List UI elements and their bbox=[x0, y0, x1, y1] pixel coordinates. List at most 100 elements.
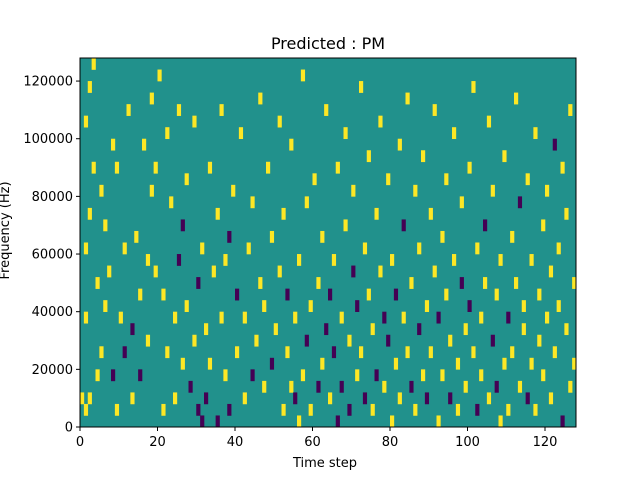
heatmap-cell bbox=[324, 104, 329, 116]
heatmap-cell bbox=[393, 288, 399, 301]
heatmap-cell bbox=[262, 300, 267, 312]
heatmap-cell bbox=[196, 277, 201, 289]
heatmap-cell bbox=[362, 392, 368, 405]
heatmap-cell bbox=[517, 380, 523, 393]
heatmap-cell bbox=[331, 346, 337, 359]
heatmap-cell bbox=[498, 254, 503, 266]
heatmap-cell bbox=[114, 161, 120, 174]
chart-title: Predicted : PM bbox=[271, 34, 385, 53]
heatmap-cell bbox=[417, 242, 422, 255]
y-tick-label: 20000 bbox=[32, 363, 73, 378]
heatmap-cell bbox=[277, 265, 282, 278]
heatmap-cell bbox=[494, 380, 499, 393]
x-tick-label: 0 bbox=[76, 435, 84, 450]
heatmap-cell bbox=[107, 265, 112, 278]
heatmap-cell bbox=[409, 380, 414, 393]
heatmap-cell bbox=[494, 288, 499, 301]
heatmap-cell bbox=[436, 311, 441, 324]
heatmap-cell bbox=[370, 403, 375, 416]
heatmap-cell bbox=[223, 254, 228, 266]
x-tick-label: 20 bbox=[149, 435, 166, 450]
heatmap-cell bbox=[370, 323, 375, 336]
heatmap-cell bbox=[568, 104, 573, 116]
heatmap-cell bbox=[432, 104, 437, 116]
heatmap-cell bbox=[556, 300, 561, 312]
heatmap-cell bbox=[405, 92, 410, 105]
heatmap-cell bbox=[568, 380, 573, 393]
heatmap-cell bbox=[227, 230, 232, 243]
heatmap-cell bbox=[351, 184, 356, 197]
heatmap-cell bbox=[339, 380, 344, 393]
heatmap-cell bbox=[262, 380, 267, 393]
heatmap-cell bbox=[250, 369, 255, 382]
heatmap-cell bbox=[149, 184, 154, 197]
heatmap-cell bbox=[204, 392, 209, 405]
heatmap-cell bbox=[347, 403, 352, 416]
heatmap-cell bbox=[118, 311, 123, 324]
heatmap-cell bbox=[533, 403, 538, 416]
heatmap-cell bbox=[560, 415, 565, 428]
heatmap-cell bbox=[486, 115, 492, 128]
heatmap-cell bbox=[173, 392, 178, 405]
heatmap-cell bbox=[440, 230, 445, 243]
heatmap-cell bbox=[130, 392, 135, 405]
heatmap-cell bbox=[215, 415, 220, 428]
heatmap-cell bbox=[366, 150, 371, 163]
heatmap-cell bbox=[231, 184, 236, 197]
heatmap-cell bbox=[134, 230, 139, 243]
heatmap-cell bbox=[103, 219, 108, 232]
heatmap-cell bbox=[556, 242, 561, 255]
heatmap-cell bbox=[180, 219, 185, 232]
heatmap-cell bbox=[165, 127, 170, 140]
heatmap-cell bbox=[529, 357, 534, 370]
heatmap-cell bbox=[176, 254, 182, 266]
heatmap-cell bbox=[467, 300, 472, 312]
heatmap-cell bbox=[87, 392, 92, 405]
heatmap-cell bbox=[184, 300, 189, 312]
heatmap-cell bbox=[316, 277, 321, 289]
x-tick-label: 60 bbox=[304, 435, 321, 450]
heatmap-cell bbox=[421, 150, 426, 163]
y-tick-label: 0 bbox=[65, 421, 73, 436]
heatmap-cell bbox=[401, 311, 406, 324]
heatmap-cell bbox=[254, 334, 259, 347]
heatmap-cell bbox=[362, 242, 368, 255]
heatmap-cell bbox=[525, 392, 530, 405]
heatmap-cell bbox=[355, 300, 360, 312]
heatmap-cell bbox=[374, 207, 379, 220]
heatmap-cell bbox=[421, 369, 426, 382]
plot-frame bbox=[79, 57, 577, 428]
heatmap-cell bbox=[572, 277, 577, 289]
heatmap-cell bbox=[448, 392, 453, 405]
heatmap-cell bbox=[413, 403, 418, 416]
heatmap-cell bbox=[541, 219, 546, 232]
heatmap-cell bbox=[83, 403, 89, 416]
heatmap-cell bbox=[153, 265, 158, 278]
x-tick-label: 40 bbox=[227, 435, 244, 450]
heatmap-cell bbox=[91, 161, 96, 174]
plot-background bbox=[80, 58, 576, 427]
heatmap-cell bbox=[145, 254, 151, 266]
heatmap-cell bbox=[467, 161, 472, 174]
heatmap-cell bbox=[200, 242, 205, 255]
heatmap-cell bbox=[223, 369, 228, 382]
heatmap-cell bbox=[514, 277, 519, 289]
heatmap-cell bbox=[235, 288, 240, 301]
heatmap-cell bbox=[277, 115, 282, 128]
heatmap-cell bbox=[479, 369, 484, 382]
heatmap-cell bbox=[374, 369, 379, 382]
heatmap-cell bbox=[99, 184, 104, 197]
heatmap-cell bbox=[471, 81, 476, 93]
heatmap-cell bbox=[320, 230, 325, 243]
heatmap-cell bbox=[432, 265, 437, 278]
heatmap-cell bbox=[521, 300, 526, 312]
heatmap-cell bbox=[463, 380, 468, 393]
y-axis-title: Frequency (Hz) bbox=[0, 181, 13, 279]
heatmap-cell bbox=[235, 346, 240, 359]
heatmap-cell bbox=[347, 334, 352, 347]
heatmap-cell bbox=[83, 115, 89, 128]
heatmap-cell bbox=[258, 277, 263, 289]
heatmap-cell bbox=[95, 277, 100, 289]
heatmap-cell bbox=[316, 380, 321, 393]
